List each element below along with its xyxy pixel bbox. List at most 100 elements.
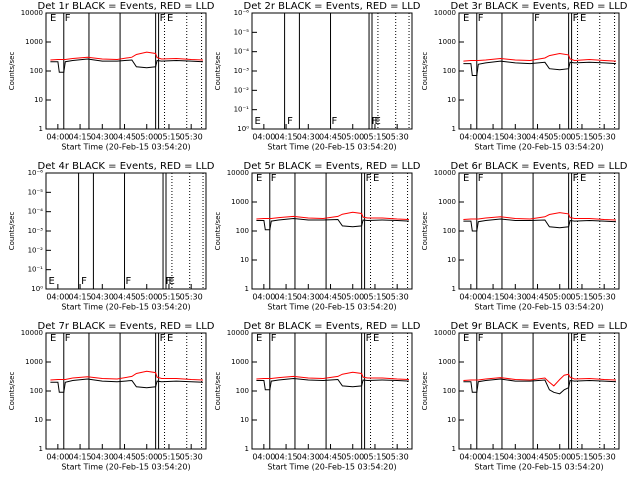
x-tick-label: 05:15 bbox=[157, 293, 180, 302]
event-letter: E bbox=[463, 333, 469, 344]
series-line bbox=[256, 371, 410, 380]
plot-frame bbox=[251, 172, 413, 290]
plot-frame bbox=[251, 12, 413, 130]
event-letter: F bbox=[271, 173, 277, 184]
x-axis-label: Start Time (20-Feb-15 03:54:20) bbox=[474, 143, 603, 152]
x-tick-label: 04:30 bbox=[504, 293, 527, 302]
y-tick-label: 1 bbox=[452, 445, 456, 453]
x-tick-label: 04:45 bbox=[319, 453, 342, 462]
y-tick-label: 10000 bbox=[227, 169, 249, 177]
x-tick-label: 04:45 bbox=[526, 293, 549, 302]
event-letter: F bbox=[573, 13, 579, 24]
y-tick-label: 1000 bbox=[438, 198, 456, 206]
event-letter: E bbox=[373, 333, 379, 344]
y-tick-label: 10⁻⁴ bbox=[234, 48, 250, 56]
x-tick-label: 04:15 bbox=[482, 453, 505, 462]
series-line bbox=[463, 52, 617, 62]
x-tick-label: 05:15 bbox=[570, 133, 593, 142]
x-tick-label: 05:15 bbox=[157, 453, 180, 462]
event-letter: F bbox=[478, 333, 484, 344]
x-axis-label: Start Time (20-Feb-15 03:54:20) bbox=[267, 303, 396, 312]
x-tick-label: 04:30 bbox=[297, 133, 320, 142]
y-axis-label: Counts/sec bbox=[421, 372, 429, 411]
event-letter: E bbox=[373, 173, 379, 184]
event-letter: E bbox=[50, 333, 56, 344]
plot-frame bbox=[251, 332, 413, 450]
event-letter: F bbox=[160, 13, 166, 24]
plot-frame bbox=[458, 12, 620, 130]
y-tick-label: 1000 bbox=[438, 38, 456, 46]
event-letter: F bbox=[534, 13, 540, 24]
y-tick-label: 10⁻⁵ bbox=[234, 28, 250, 36]
series-line bbox=[50, 370, 204, 381]
x-tick-label: 05:15 bbox=[363, 293, 386, 302]
x-tick-label: 04:15 bbox=[69, 293, 92, 302]
x-tick-label: 05:00 bbox=[341, 293, 364, 302]
x-tick-label: 04:30 bbox=[504, 453, 527, 462]
x-tick-label: 04:00 bbox=[459, 133, 482, 142]
x-tick-label: 05:30 bbox=[180, 133, 203, 142]
y-tick-label: 100 bbox=[443, 67, 456, 75]
y-axis-label: Counts/sec bbox=[8, 372, 16, 411]
event-letter: E bbox=[463, 173, 469, 184]
event-letter: E bbox=[167, 13, 173, 24]
chart-title: Det 6r BLACK = Events, RED = LLD bbox=[451, 161, 628, 172]
series-line bbox=[463, 218, 617, 232]
event-letter: F bbox=[478, 173, 484, 184]
series-line bbox=[463, 212, 617, 221]
y-tick-label: 100 bbox=[236, 387, 249, 395]
y-tick-label: 1 bbox=[452, 125, 456, 133]
x-tick-label: 05:15 bbox=[363, 133, 386, 142]
series-line bbox=[256, 217, 410, 231]
x-tick-label: 04:30 bbox=[297, 293, 320, 302]
x-tick-label: 05:00 bbox=[341, 133, 364, 142]
y-tick-label: 10 bbox=[447, 256, 456, 264]
event-letter: F bbox=[478, 13, 484, 24]
x-tick-label: 04:00 bbox=[252, 133, 275, 142]
y-tick-label: 1000 bbox=[231, 198, 249, 206]
x-tick-label: 05:30 bbox=[386, 453, 409, 462]
y-axis-label: Counts/sec bbox=[214, 52, 222, 91]
y-tick-label: 1 bbox=[245, 445, 249, 453]
y-tick-label: 100 bbox=[30, 387, 43, 395]
x-tick-label: 04:30 bbox=[91, 293, 114, 302]
x-axis-label: Start Time (20-Feb-15 03:54:20) bbox=[61, 143, 190, 152]
event-letter: E bbox=[463, 13, 469, 24]
y-tick-label: 10⁰ bbox=[237, 125, 249, 133]
x-tick-label: 04:15 bbox=[69, 453, 92, 462]
y-tick-label: 10000 bbox=[434, 9, 456, 17]
y-tick-label: 10⁻² bbox=[28, 246, 44, 254]
event-letter: F bbox=[332, 116, 338, 127]
x-tick-label: 04:30 bbox=[297, 453, 320, 462]
series-line bbox=[463, 60, 617, 76]
x-axis-label: Start Time (20-Feb-15 03:54:20) bbox=[267, 143, 396, 152]
y-tick-label: 10 bbox=[447, 96, 456, 104]
x-tick-label: 04:15 bbox=[482, 133, 505, 142]
plot-frame bbox=[45, 332, 207, 450]
y-tick-label: 1 bbox=[452, 285, 456, 293]
y-tick-label: 10⁻² bbox=[234, 86, 250, 94]
y-tick-label: 10000 bbox=[21, 9, 43, 17]
x-tick-label: 05:15 bbox=[157, 133, 180, 142]
event-letter: E bbox=[580, 333, 586, 344]
event-letter: F bbox=[366, 173, 372, 184]
chart-title: Det 7r BLACK = Events, RED = LLD bbox=[38, 321, 215, 332]
y-tick-label: 1000 bbox=[25, 358, 43, 366]
x-axis-label: Start Time (20-Feb-15 03:54:20) bbox=[474, 463, 603, 472]
event-letter: F bbox=[573, 173, 579, 184]
x-tick-label: 04:00 bbox=[459, 453, 482, 462]
series-line bbox=[463, 373, 617, 387]
x-tick-label: 04:00 bbox=[252, 453, 275, 462]
y-tick-label: 10 bbox=[240, 416, 249, 424]
y-tick-label: 10000 bbox=[434, 169, 456, 177]
x-tick-label: 05:00 bbox=[135, 133, 158, 142]
y-tick-label: 10⁻⁴ bbox=[28, 208, 44, 216]
x-tick-label: 05:30 bbox=[593, 453, 616, 462]
series-line bbox=[463, 378, 617, 395]
y-axis-label: Counts/sec bbox=[8, 212, 16, 251]
y-tick-label: 10 bbox=[447, 416, 456, 424]
event-letter: E bbox=[580, 173, 586, 184]
y-axis-label: Counts/sec bbox=[214, 372, 222, 411]
event-letter: F bbox=[287, 116, 293, 127]
